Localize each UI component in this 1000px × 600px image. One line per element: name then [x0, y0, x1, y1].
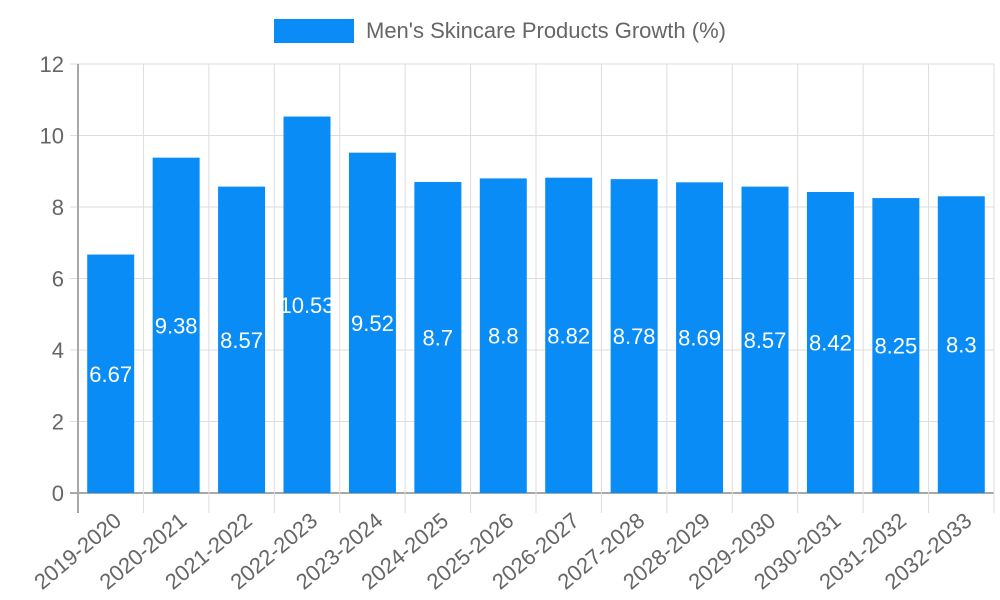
x-axis: 2019-20202020-20212021-20222022-20232023… — [29, 508, 976, 595]
bar-value-label: 8.57 — [744, 328, 787, 353]
bar-value-label: 8.8 — [488, 324, 519, 349]
bar[interactable] — [414, 181, 462, 493]
legend-label: Men's Skincare Products Growth (%) — [366, 18, 726, 43]
bar[interactable] — [479, 178, 527, 493]
bar[interactable] — [348, 152, 396, 493]
bar-value-label: 8.7 — [423, 325, 454, 350]
bar-value-label: 8.25 — [874, 334, 917, 359]
bar[interactable] — [676, 182, 724, 493]
bar-value-label: 8.3 — [946, 333, 977, 358]
y-tick-label: 10 — [40, 124, 64, 149]
legend-swatch[interactable] — [274, 19, 354, 43]
y-tick-label: 12 — [40, 52, 64, 77]
y-axis: 0 2 4 6 8 10 12 — [40, 52, 64, 506]
bar-value-label: 9.52 — [351, 311, 394, 336]
bar-value-label: 8.42 — [809, 330, 852, 355]
y-tick-label: 2 — [52, 410, 64, 435]
bar[interactable] — [545, 177, 593, 493]
y-tick-label: 6 — [52, 267, 64, 292]
grid-lines — [70, 63, 995, 513]
bar-value-label: 8.78 — [613, 324, 656, 349]
bar-value-label: 6.67 — [89, 362, 132, 387]
bar-value-label: 8.57 — [220, 328, 263, 353]
chart-legend: Men's Skincare Products Growth (%) — [0, 18, 1000, 44]
bar-value-label: 8.82 — [547, 323, 590, 348]
y-tick-label: 0 — [52, 481, 64, 506]
y-tick-label: 8 — [52, 195, 64, 220]
bar[interactable] — [87, 254, 135, 493]
bar-value-label: 10.53 — [279, 293, 334, 318]
bar[interactable] — [152, 157, 200, 494]
bar[interactable] — [937, 196, 985, 493]
bar-value-label: 9.38 — [155, 313, 198, 338]
bars: 6.67 9.38 8.57 10.53 9.52 8.7 8.8 8.82 8.78 8.69 8… — [87, 116, 985, 494]
bar[interactable] — [872, 198, 920, 493]
bar[interactable] — [741, 186, 789, 493]
bar-value-label: 8.69 — [678, 326, 721, 351]
bar[interactable] — [806, 191, 854, 494]
y-tick-label: 4 — [52, 338, 64, 363]
bar[interactable] — [610, 179, 658, 494]
bar[interactable] — [218, 186, 266, 493]
bar[interactable] — [283, 116, 331, 494]
